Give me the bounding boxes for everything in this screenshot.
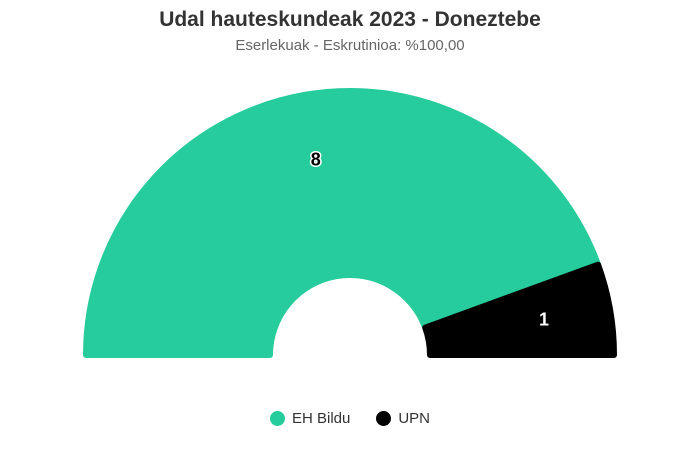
slices-group [83, 88, 617, 358]
legend-label: UPN [398, 410, 431, 427]
slice-upn[interactable] [422, 261, 617, 358]
legend-label: EH Bildu [291, 410, 351, 427]
data-labels-group: 81 [309, 148, 550, 331]
legend-item-upn[interactable]: UPN [376, 410, 430, 427]
data-label-eh-bildu: 8 [311, 150, 321, 170]
chart-title: Udal hauteskundeak 2023 - Doneztebe [159, 8, 541, 31]
legend-swatch-icon [269, 411, 285, 426]
chart-subtitle: Eserlekuak - Eskrutinioa: %100,00 [235, 37, 465, 54]
legend-swatch-icon [376, 411, 392, 426]
data-label-upn: 1 [539, 310, 549, 330]
legend-item-eh-bildu[interactable]: EH Bildu [269, 410, 351, 427]
slice-eh-bildu[interactable] [83, 88, 602, 358]
legend: EH Bildu UPN [0, 410, 700, 427]
